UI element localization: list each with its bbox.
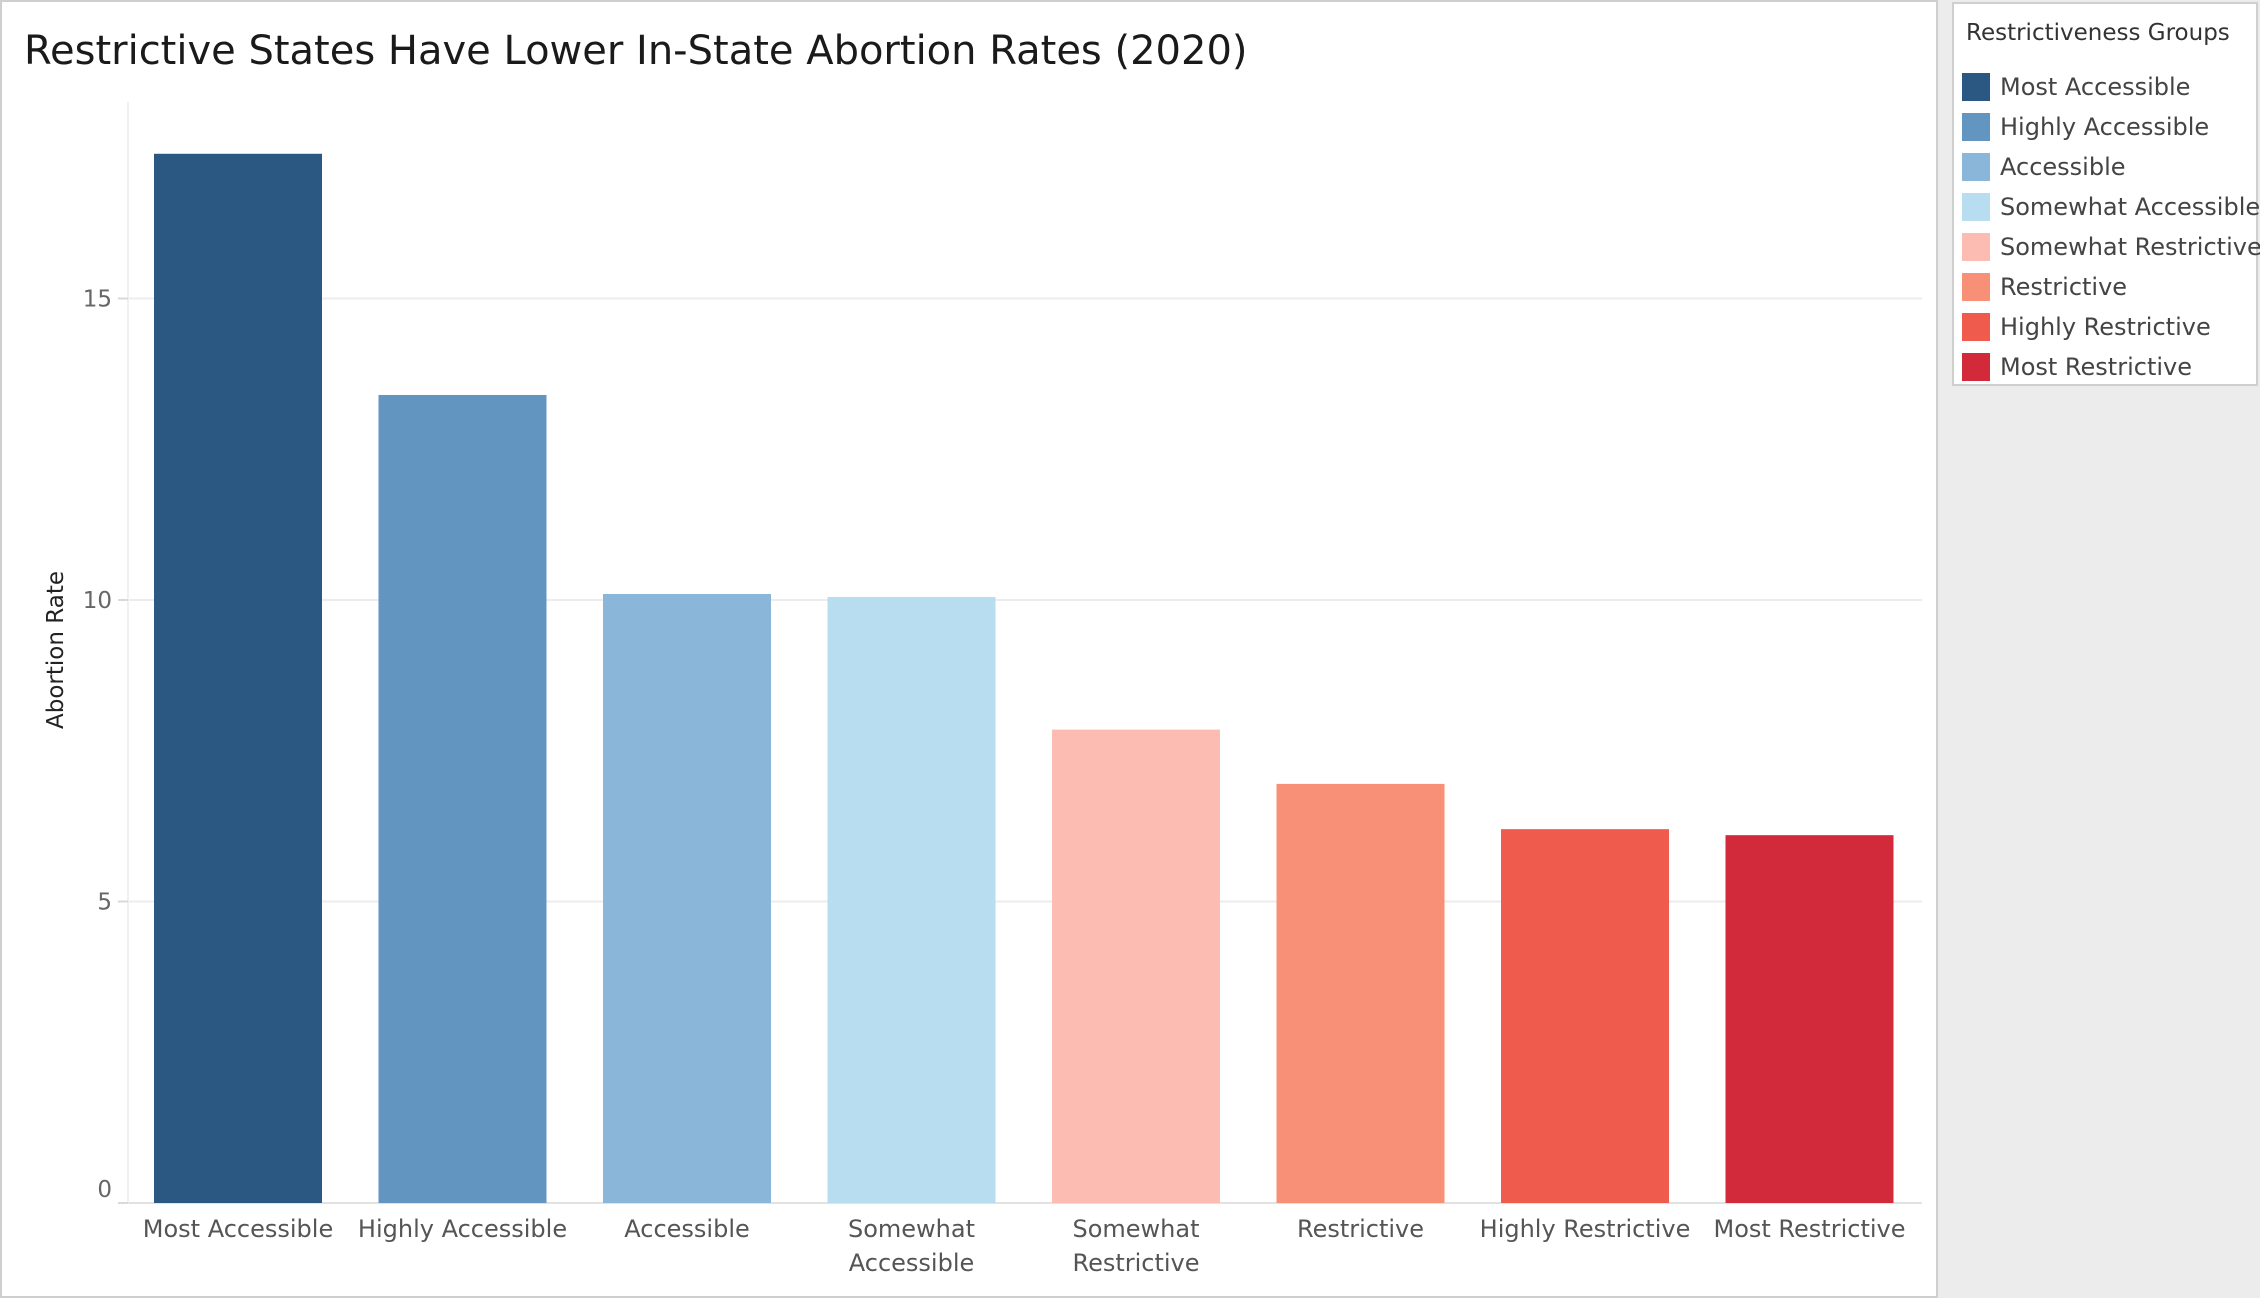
y-tick-label: 0: [97, 1177, 112, 1203]
legend-swatch: [1962, 273, 1990, 301]
legend-swatch: [1962, 313, 1990, 341]
y-tick-label: 15: [83, 287, 112, 313]
bar[interactable]: [603, 593, 771, 1203]
y-tick-label: 10: [83, 588, 112, 614]
legend-swatch: [1962, 193, 1990, 221]
legend-label: Restrictive: [2000, 273, 2128, 301]
legend-label: Highly Accessible: [2000, 113, 2210, 141]
legend-swatch: [1962, 353, 1990, 381]
legend-label: Accessible: [2000, 153, 2126, 181]
legend-swatch: [1962, 233, 1990, 261]
legend-label: Highly Restrictive: [2000, 313, 2211, 341]
bar-chart: 0 5 10 15 Abortion Rate Most Accessible Highl…: [43, 102, 1922, 1277]
bars: [154, 153, 1894, 1204]
legend: Restrictiveness Groups Most Accessible Hi…: [1952, 2, 2260, 386]
y-axis-title: Abortion Rate: [43, 571, 69, 729]
x-category-label: Restrictive: [1297, 1215, 1424, 1243]
x-category-label: Somewhat: [848, 1215, 975, 1243]
x-axis: Most Accessible Highly Accessible Accessib…: [143, 1215, 1906, 1277]
chart-title: Restrictive States Have Lower In-State A…: [24, 28, 1248, 74]
legend-label: Somewhat Restrictive: [2000, 233, 2260, 261]
x-category-label: Highly Accessible: [358, 1215, 567, 1243]
x-category-label: Somewhat: [1072, 1215, 1199, 1243]
legend-label: Most Accessible: [2000, 73, 2191, 101]
bar[interactable]: [1501, 829, 1669, 1203]
legend-swatch: [1962, 153, 1990, 181]
legend-swatch: [1962, 73, 1990, 101]
legend-title: Restrictiveness Groups: [1966, 20, 2230, 46]
legend-item[interactable]: Highly Accessible: [1962, 112, 2209, 142]
x-category-label: Accessible: [624, 1215, 750, 1243]
legend-item[interactable]: Most Restrictive: [1962, 352, 2192, 382]
y-tick-label: 5: [97, 890, 112, 916]
bar[interactable]: [1052, 729, 1220, 1203]
x-category-label: Accessible: [849, 1249, 975, 1277]
legend-item[interactable]: Most Accessible: [1962, 72, 2190, 102]
legend-item[interactable]: Accessible: [1962, 152, 2126, 182]
bar[interactable]: [827, 596, 996, 1203]
legend-label: Somewhat Accessible: [2000, 193, 2260, 221]
legend-item[interactable]: Somewhat Accessible: [1962, 192, 2260, 222]
legend-item[interactable]: Restrictive: [1962, 272, 2127, 302]
x-category-label: Most Accessible: [143, 1215, 333, 1243]
bar[interactable]: [1725, 835, 1894, 1203]
bar[interactable]: [1276, 783, 1445, 1203]
legend-item[interactable]: Somewhat Restrictive: [1962, 232, 2260, 262]
x-category-label: Most Restrictive: [1714, 1215, 1906, 1243]
legend-swatch: [1962, 113, 1990, 141]
legend-item[interactable]: Highly Restrictive: [1962, 312, 2211, 342]
bar[interactable]: [154, 153, 322, 1203]
x-category-label: Highly Restrictive: [1480, 1215, 1691, 1243]
chart-panel: Restrictive States Have Lower In-State A…: [0, 0, 1938, 1298]
bar[interactable]: [378, 394, 547, 1204]
legend-label: Most Restrictive: [2000, 353, 2192, 381]
y-axis: 0 5 10 15 Abortion Rate: [43, 102, 129, 1204]
x-category-label: Restrictive: [1072, 1249, 1199, 1277]
